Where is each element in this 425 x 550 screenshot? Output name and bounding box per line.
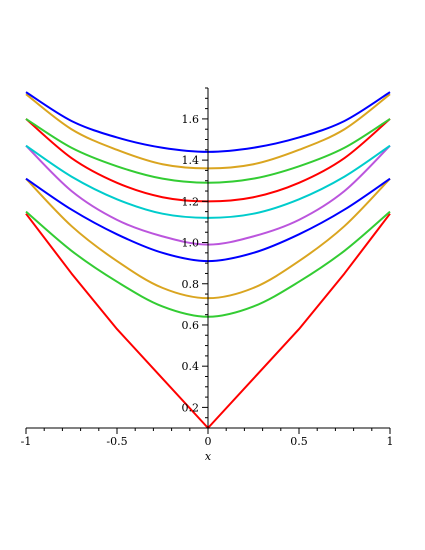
- x-tick-label: 0: [205, 435, 212, 448]
- x-tick-label: 1: [387, 435, 394, 448]
- x-tick-label: 0.5: [290, 435, 308, 448]
- y-tick-label: 0.6: [182, 319, 200, 332]
- y-tick-label: 1.4: [182, 154, 200, 167]
- y-tick-label: 1.2: [182, 195, 200, 208]
- y-tick-label: 1.0: [182, 237, 200, 250]
- x-axis-title: x: [205, 450, 212, 463]
- x-ticks: -1 -0.5 0 0.5 1: [21, 428, 394, 448]
- y-tick-label: 0.8: [182, 278, 200, 291]
- x-tick-label: -1: [21, 435, 32, 448]
- y-tick-label: 0.2: [182, 401, 200, 414]
- y-tick-label: 1.6: [182, 113, 200, 126]
- y-ticks: 0.2 0.4 0.6 0.8 1.0 1.2 1.4 1.6: [182, 87, 208, 419]
- y-tick-label: 0.4: [182, 360, 200, 373]
- axes: -1 -0.5 0 0.5 1 0.2 0.4 0.6 0.8 1.0 1.2 1.4 1.6 x: [21, 87, 394, 463]
- x-tick-label: -0.5: [106, 435, 127, 448]
